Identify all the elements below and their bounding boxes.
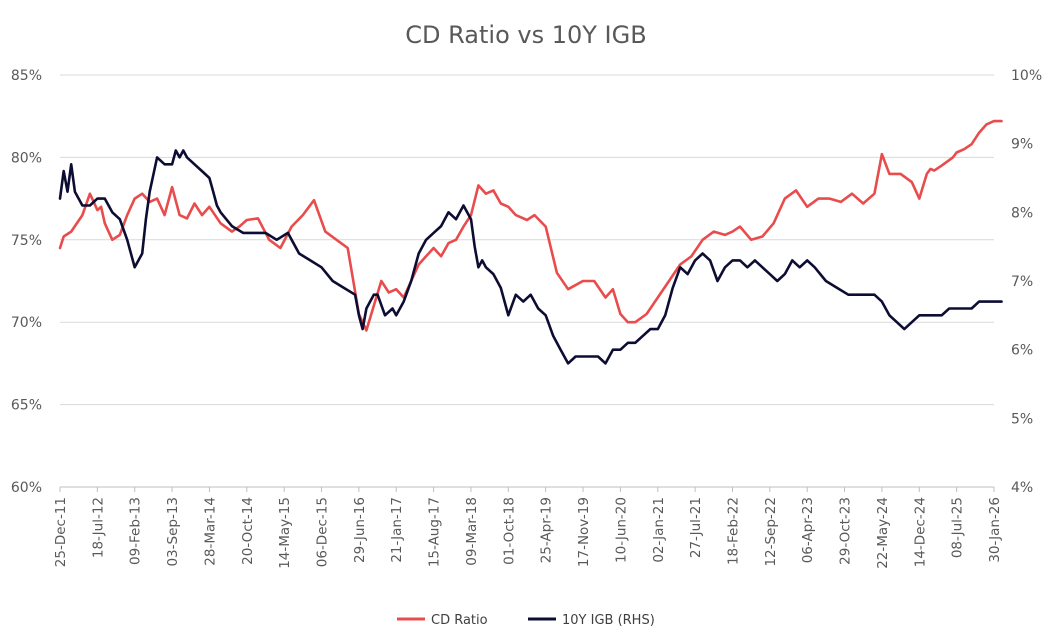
x-tick-label: 25-Apr-19 (539, 497, 555, 563)
x-tick-label: 21-Jan-17 (389, 497, 405, 563)
x-tick-label: 29-Jun-16 (352, 497, 368, 563)
x-tick-label: 18-Feb-22 (725, 497, 741, 565)
left-y-tick-label: 85% (11, 68, 42, 84)
series-line-cd-ratio (58, 119, 1003, 332)
gridlines (60, 74, 994, 488)
x-tick-label: 03-Sep-13 (165, 497, 181, 567)
x-tick-label: 12-Sep-22 (763, 497, 779, 567)
legend: CD Ratio 10Y IGB (RHS) (397, 613, 655, 628)
x-tick-label: 01-Oct-18 (501, 497, 517, 565)
x-tick-label: 09-Mar-18 (464, 497, 480, 566)
x-tick-label: 18-Jul-12 (90, 497, 106, 558)
x-tick-label: 10-Jun-20 (613, 497, 629, 563)
x-tick-label: 02-Jan-21 (651, 497, 667, 563)
x-tick-label: 08-Jul-25 (950, 497, 966, 558)
right-y-tick-label: 7% (1011, 274, 1033, 290)
x-tick-label: 28-Mar-14 (202, 497, 218, 566)
x-tick-label: 15-Aug-17 (427, 497, 443, 567)
x-tick-label: 14-Dec-24 (912, 497, 928, 567)
x-tick-label: 09-Feb-13 (128, 497, 144, 565)
right-y-axis: 4% 5% 6% 7% 8% 9% 10% (1011, 68, 1042, 496)
x-tick-label: 30-Jan-26 (987, 497, 1003, 563)
x-tick-label: 22-May-24 (875, 497, 891, 569)
left-y-tick-label: 70% (11, 315, 42, 331)
right-y-tick-label: 9% (1011, 137, 1033, 153)
legend-label-cd-ratio: CD Ratio (431, 613, 488, 628)
left-y-tick-label: 80% (11, 150, 42, 166)
chart-title: CD Ratio vs 10Y IGB (405, 21, 646, 49)
x-tick-label: 14-May-15 (277, 497, 293, 569)
right-y-tick-label: 8% (1011, 205, 1033, 221)
right-y-tick-label: 5% (1011, 411, 1033, 427)
series-line-10y-igb-rhs (58, 149, 1003, 365)
x-tick-label: 06-Dec-15 (315, 497, 331, 567)
right-y-tick-label: 10% (1011, 68, 1042, 84)
x-tick-label: 29-Oct-23 (838, 497, 854, 565)
left-y-tick-label: 75% (11, 233, 42, 249)
x-tick-label: 17-Nov-19 (576, 497, 592, 567)
right-y-tick-label: 4% (1011, 480, 1033, 496)
series-layer (58, 119, 1003, 365)
right-y-tick-label: 6% (1011, 343, 1033, 359)
x-tick-label: 20-Oct-14 (240, 497, 256, 565)
left-y-tick-label: 65% (11, 398, 42, 414)
x-axis: 25-Dec-11 18-Jul-12 09-Feb-13 03-Sep-13 28-M… (53, 486, 1003, 569)
left-y-tick-label: 60% (11, 480, 42, 496)
x-tick-label: 27-Jul-21 (688, 497, 704, 558)
x-tick-label: 06-Apr-23 (800, 497, 816, 563)
legend-label-10y-igb: 10Y IGB (RHS) (562, 613, 655, 628)
left-y-axis: 60% 65% 70% 75% 80% 85% (11, 68, 42, 496)
x-tick-label: 25-Dec-11 (53, 497, 69, 567)
